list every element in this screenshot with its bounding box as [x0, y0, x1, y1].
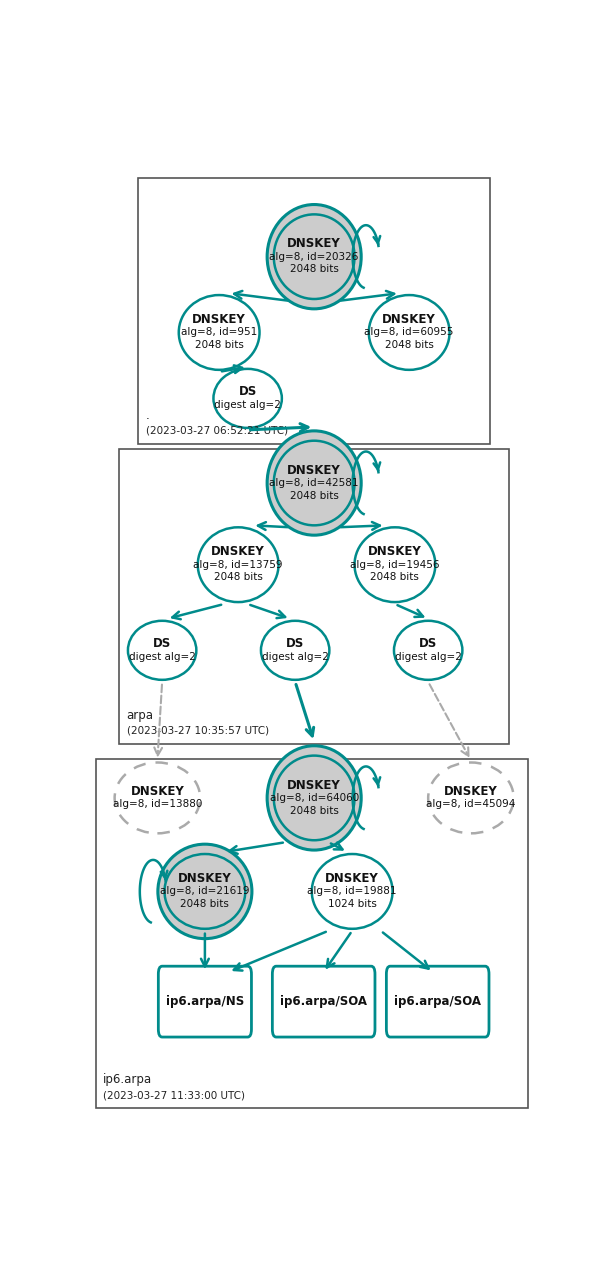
Text: DNSKEY: DNSKEY — [326, 872, 379, 886]
Text: 2048 bits: 2048 bits — [370, 573, 419, 583]
Text: alg=8, id=45094: alg=8, id=45094 — [426, 799, 516, 809]
Text: alg=8, id=64060: alg=8, id=64060 — [270, 792, 359, 803]
Text: alg=8, id=19456: alg=8, id=19456 — [350, 560, 440, 570]
Text: digest alg=2: digest alg=2 — [395, 652, 462, 662]
Text: DNSKEY: DNSKEY — [287, 464, 341, 477]
Text: 1024 bits: 1024 bits — [328, 900, 376, 909]
Ellipse shape — [115, 763, 200, 833]
Text: arpa: arpa — [126, 709, 153, 722]
Text: alg=8, id=19881: alg=8, id=19881 — [307, 887, 397, 896]
Text: 2048 bits: 2048 bits — [290, 805, 338, 815]
Ellipse shape — [198, 528, 278, 602]
Ellipse shape — [267, 204, 361, 309]
FancyBboxPatch shape — [158, 966, 251, 1036]
Text: alg=8, id=42581: alg=8, id=42581 — [269, 478, 359, 488]
Text: digest alg=2: digest alg=2 — [262, 652, 329, 662]
Text: ip6.arpa/SOA: ip6.arpa/SOA — [280, 996, 367, 1008]
Text: DNSKEY: DNSKEY — [287, 778, 341, 791]
Bar — [96, 759, 528, 1108]
Text: DNSKEY: DNSKEY — [287, 238, 341, 250]
Ellipse shape — [179, 295, 259, 369]
Text: (2023-03-27 06:52:21 UTC): (2023-03-27 06:52:21 UTC) — [145, 426, 287, 436]
Ellipse shape — [354, 528, 435, 602]
Text: 2048 bits: 2048 bits — [290, 491, 338, 501]
Ellipse shape — [158, 845, 252, 938]
Text: DNSKEY: DNSKEY — [192, 313, 246, 326]
Ellipse shape — [213, 369, 282, 428]
Text: ip6.arpa/NS: ip6.arpa/NS — [166, 996, 244, 1008]
Text: 2048 bits: 2048 bits — [290, 265, 338, 275]
Ellipse shape — [312, 854, 392, 929]
Ellipse shape — [428, 763, 514, 833]
Ellipse shape — [164, 854, 245, 929]
Text: 2048 bits: 2048 bits — [195, 340, 243, 350]
Ellipse shape — [274, 441, 354, 525]
Text: alg=8, id=60955: alg=8, id=60955 — [365, 327, 454, 337]
FancyBboxPatch shape — [386, 966, 489, 1036]
Ellipse shape — [369, 295, 449, 369]
Text: 2048 bits: 2048 bits — [385, 340, 433, 350]
Text: ip6.arpa/SOA: ip6.arpa/SOA — [394, 996, 481, 1008]
Text: digest alg=2: digest alg=2 — [129, 652, 196, 662]
Text: DS: DS — [286, 638, 304, 651]
Ellipse shape — [267, 431, 361, 535]
FancyBboxPatch shape — [272, 966, 375, 1036]
Text: DNSKEY: DNSKEY — [368, 546, 422, 558]
Bar — [139, 178, 490, 443]
Ellipse shape — [261, 621, 329, 680]
Text: alg=8, id=20326: alg=8, id=20326 — [270, 252, 359, 262]
Text: digest alg=2: digest alg=2 — [214, 400, 281, 410]
Text: DS: DS — [419, 638, 437, 651]
Text: 2048 bits: 2048 bits — [214, 573, 262, 583]
Text: .: . — [145, 409, 149, 422]
Bar — [120, 449, 509, 744]
Text: ip6.arpa: ip6.arpa — [103, 1074, 152, 1086]
Text: DS: DS — [153, 638, 171, 651]
Text: 2048 bits: 2048 bits — [180, 900, 229, 909]
Ellipse shape — [128, 621, 196, 680]
Text: alg=8, id=951: alg=8, id=951 — [181, 327, 257, 337]
Text: alg=8, id=13759: alg=8, id=13759 — [193, 560, 283, 570]
Ellipse shape — [394, 621, 462, 680]
Text: DNSKEY: DNSKEY — [211, 546, 265, 558]
Text: (2023-03-27 11:33:00 UTC): (2023-03-27 11:33:00 UTC) — [103, 1090, 245, 1100]
Text: DNSKEY: DNSKEY — [131, 785, 185, 797]
Text: alg=8, id=21619: alg=8, id=21619 — [160, 887, 249, 896]
Text: DS: DS — [238, 386, 257, 399]
Text: DNSKEY: DNSKEY — [444, 785, 498, 797]
Text: DNSKEY: DNSKEY — [383, 313, 436, 326]
Ellipse shape — [274, 755, 354, 840]
Text: alg=8, id=13880: alg=8, id=13880 — [113, 799, 202, 809]
Text: (2023-03-27 10:35:57 UTC): (2023-03-27 10:35:57 UTC) — [126, 726, 268, 736]
Ellipse shape — [267, 746, 361, 850]
Ellipse shape — [274, 215, 354, 299]
Text: DNSKEY: DNSKEY — [178, 872, 232, 886]
